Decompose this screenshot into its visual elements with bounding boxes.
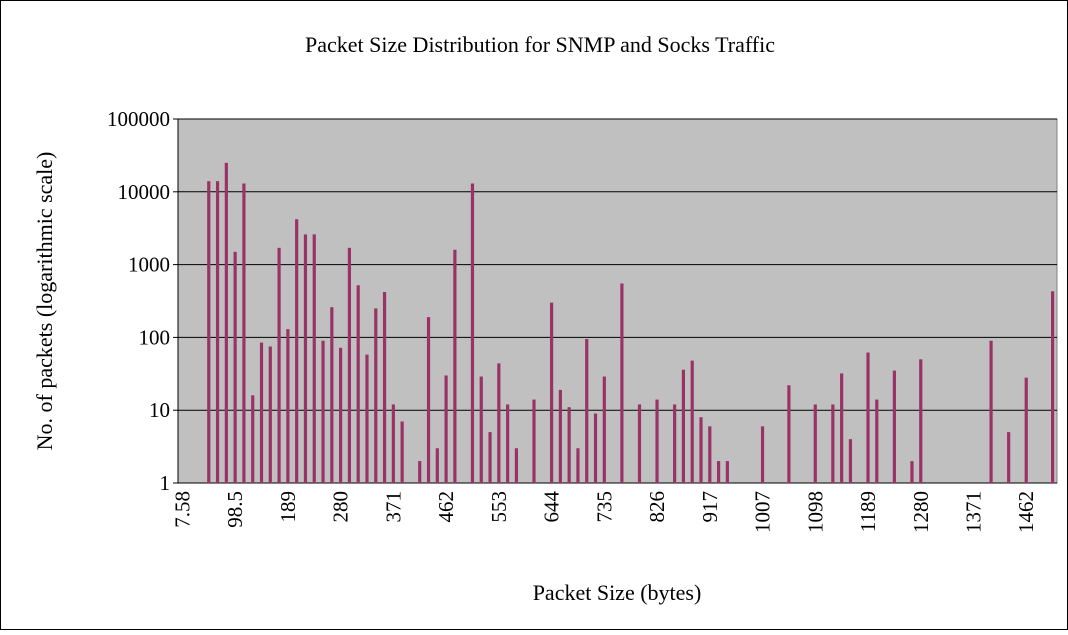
bar bbox=[418, 461, 422, 483]
x-tick-label: 644 bbox=[540, 491, 564, 523]
bar bbox=[1051, 291, 1055, 483]
bar bbox=[910, 461, 914, 483]
bar bbox=[312, 234, 316, 483]
y-axis-label: No. of packets (logarithmic scale) bbox=[32, 152, 57, 451]
y-tick-label: 1 bbox=[160, 471, 171, 495]
bar bbox=[207, 181, 211, 484]
bar bbox=[690, 360, 694, 483]
bar bbox=[532, 399, 536, 483]
bar bbox=[514, 448, 519, 483]
bar bbox=[400, 421, 404, 483]
x-tick-label: 280 bbox=[329, 491, 353, 523]
x-tick-label: 735 bbox=[592, 491, 616, 523]
bar bbox=[716, 461, 721, 483]
x-tick-label: 371 bbox=[381, 491, 405, 523]
bar bbox=[1024, 377, 1028, 483]
bar bbox=[602, 376, 606, 483]
bar bbox=[453, 249, 457, 483]
bar bbox=[558, 389, 562, 483]
x-tick-label: 1189 bbox=[856, 491, 880, 532]
bar bbox=[787, 385, 791, 483]
bar bbox=[655, 399, 659, 483]
bar bbox=[848, 439, 853, 483]
bar bbox=[321, 340, 325, 483]
x-tick-label: 826 bbox=[645, 491, 669, 523]
bar bbox=[708, 426, 712, 483]
x-tick-label: 1280 bbox=[909, 491, 933, 533]
bar bbox=[242, 183, 246, 483]
bar bbox=[840, 373, 844, 483]
bar bbox=[892, 370, 896, 483]
x-tick-label: 98.5 bbox=[223, 491, 247, 528]
x-tick-label: 1007 bbox=[751, 491, 775, 533]
y-tick-label: 100000 bbox=[107, 107, 170, 131]
bar bbox=[637, 404, 642, 483]
plot-area bbox=[177, 118, 1058, 484]
x-tick-label: 1371 bbox=[961, 491, 985, 533]
bar bbox=[259, 342, 264, 483]
bar bbox=[681, 369, 686, 483]
y-tick-label: 10000 bbox=[118, 180, 171, 204]
bar bbox=[567, 407, 571, 483]
bar bbox=[549, 302, 554, 483]
x-tick-label: 553 bbox=[487, 491, 511, 523]
y-tick-label: 1000 bbox=[128, 253, 170, 277]
y-tick-label: 100 bbox=[139, 325, 171, 349]
bar bbox=[593, 413, 598, 483]
bar bbox=[330, 307, 334, 483]
bar bbox=[760, 426, 765, 483]
bar bbox=[224, 162, 228, 484]
x-tick-label: 1098 bbox=[803, 491, 827, 533]
bar bbox=[391, 404, 395, 483]
bar bbox=[374, 308, 378, 483]
bar bbox=[295, 219, 299, 483]
bar bbox=[426, 317, 431, 483]
bar bbox=[831, 404, 835, 483]
bar bbox=[347, 247, 352, 483]
bar bbox=[277, 247, 281, 483]
bar bbox=[919, 359, 923, 483]
bar bbox=[286, 329, 290, 483]
bar bbox=[875, 399, 879, 483]
y-tick-label: 10 bbox=[149, 398, 170, 422]
bar bbox=[488, 432, 492, 483]
bar bbox=[506, 404, 510, 483]
bar bbox=[365, 354, 369, 483]
bar bbox=[699, 417, 703, 483]
x-tick-label: 189 bbox=[276, 491, 300, 523]
x-axis-label: Packet Size (bytes) bbox=[533, 580, 702, 605]
bar bbox=[479, 376, 483, 483]
bar bbox=[470, 183, 475, 483]
bar bbox=[268, 346, 272, 483]
bar bbox=[1007, 432, 1011, 483]
bar bbox=[620, 283, 624, 483]
bar bbox=[576, 448, 580, 483]
bar bbox=[251, 395, 255, 483]
bar bbox=[497, 363, 501, 483]
x-tick-label: 462 bbox=[434, 491, 458, 523]
bar bbox=[444, 375, 448, 483]
bar bbox=[435, 448, 439, 483]
bar bbox=[585, 339, 589, 483]
bar bbox=[866, 352, 870, 483]
bar bbox=[813, 404, 817, 483]
bar bbox=[339, 347, 343, 483]
bar bbox=[303, 234, 308, 483]
bar bbox=[356, 285, 360, 483]
bar bbox=[382, 292, 387, 483]
x-tick-label: 1462 bbox=[1014, 491, 1038, 533]
x-tick-label: 917 bbox=[698, 491, 722, 523]
bar bbox=[725, 461, 729, 483]
x-tick-label: 7.58 bbox=[170, 491, 194, 528]
bar bbox=[215, 181, 220, 484]
bar bbox=[233, 251, 237, 483]
bar bbox=[989, 340, 993, 483]
chart-title: Packet Size Distribution for SNMP and So… bbox=[305, 32, 775, 57]
bar bbox=[673, 404, 677, 483]
